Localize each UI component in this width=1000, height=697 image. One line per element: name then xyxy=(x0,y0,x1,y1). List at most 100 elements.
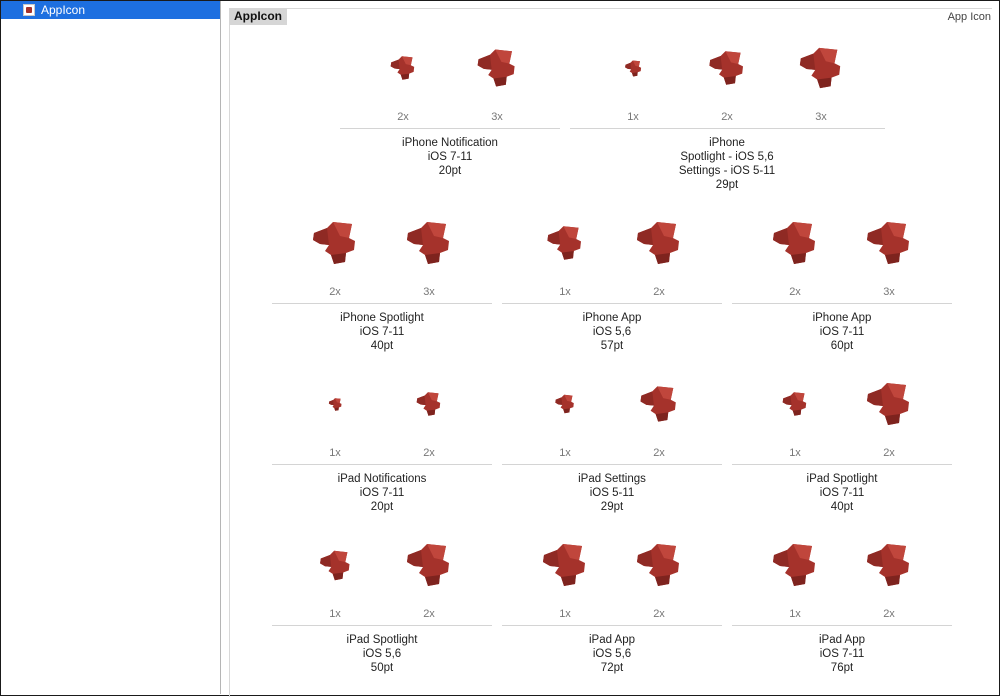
icon-slot[interactable] xyxy=(864,379,914,429)
group-caption: iPhone Spotlight iOS 7-11 40pt xyxy=(272,311,492,353)
set-type-label: App Icon xyxy=(947,11,991,23)
icon-slot[interactable] xyxy=(475,46,519,90)
caption-line: 20pt xyxy=(438,165,462,177)
hammer-bird-icon xyxy=(407,544,449,586)
caption-line: 50pt xyxy=(370,662,394,674)
caption-line: iPhone App xyxy=(812,312,872,324)
caption-line: iPad App xyxy=(818,634,866,646)
icon-slot[interactable] xyxy=(540,540,590,590)
caption-line: iPad App xyxy=(588,634,636,646)
caption-line: 20pt xyxy=(370,501,394,513)
hammer-bird-icon xyxy=(555,394,574,414)
asset-editor xyxy=(229,8,992,697)
icon-slot[interactable] xyxy=(624,59,643,78)
icon-slot[interactable] xyxy=(404,218,454,268)
icon-slot[interactable] xyxy=(318,548,353,583)
group-caption: iPhone Notification iOS 7-11 20pt xyxy=(340,136,560,178)
scale-label: 2x xyxy=(883,608,895,620)
caption-line: iOS 7-11 xyxy=(359,326,405,338)
scale-label: 2x xyxy=(423,447,435,459)
group-separator xyxy=(340,128,560,129)
caption-line: 57pt xyxy=(600,340,624,352)
scale-label: 2x xyxy=(653,286,665,298)
group-separator xyxy=(272,464,492,465)
icon-slot[interactable] xyxy=(707,48,747,88)
caption-line: 29pt xyxy=(715,179,739,191)
scale-label: 2x xyxy=(423,608,435,620)
caption-line: iPhone App xyxy=(582,312,642,324)
group-separator xyxy=(570,128,885,129)
hammer-bird-icon xyxy=(390,56,415,80)
icon-slot[interactable] xyxy=(770,540,820,590)
group-caption: iPad App iOS 7-11 76pt xyxy=(732,633,952,675)
icon-slot[interactable] xyxy=(328,397,343,412)
icon-slot[interactable] xyxy=(634,218,684,268)
icon-slot[interactable] xyxy=(770,218,820,268)
group-separator xyxy=(732,464,952,465)
caption-line: 29pt xyxy=(600,501,624,513)
caption-line: Settings - iOS 5-11 xyxy=(678,165,776,177)
scale-label: 2x xyxy=(653,608,665,620)
set-title: AppIcon xyxy=(229,8,287,25)
group-caption: iPad Settings iOS 5-11 29pt xyxy=(502,472,722,514)
group-caption: iPad Spotlight iOS 7-11 40pt xyxy=(732,472,952,514)
group-caption: iPad App iOS 5,6 72pt xyxy=(502,633,722,675)
scale-label: 3x xyxy=(423,286,435,298)
icon-slot[interactable] xyxy=(864,218,914,268)
scale-label: 3x xyxy=(815,111,827,123)
icon-slot[interactable] xyxy=(415,390,443,418)
caption-line: 40pt xyxy=(370,340,394,352)
caption-line: iOS 7-11 xyxy=(819,326,865,338)
hammer-bird-icon xyxy=(773,544,815,586)
hammer-bird-icon xyxy=(867,544,909,586)
hammer-bird-icon xyxy=(799,47,841,89)
hammer-bird-icon xyxy=(328,397,341,411)
hammer-bird-icon xyxy=(782,392,807,416)
icon-slot[interactable] xyxy=(634,540,684,590)
hammer-bird-icon xyxy=(416,392,441,416)
hammer-bird-icon xyxy=(477,49,515,87)
hammer-bird-icon xyxy=(313,222,355,264)
hammer-bird-icon xyxy=(867,222,909,264)
group-separator xyxy=(732,303,952,304)
hammer-bird-icon xyxy=(319,550,349,580)
icon-slot[interactable] xyxy=(797,44,845,92)
group-separator xyxy=(272,303,492,304)
hammer-bird-icon xyxy=(637,544,679,586)
group-caption: iPhone App iOS 5,6 57pt xyxy=(502,311,722,353)
icon-slot[interactable] xyxy=(389,54,417,82)
hammer-bird-icon xyxy=(709,51,743,85)
icon-slot[interactable] xyxy=(545,223,585,263)
caption-line: iPhone Spotlight xyxy=(340,312,424,324)
icon-slot[interactable] xyxy=(638,383,680,425)
icon-slot[interactable] xyxy=(554,393,576,415)
icon-slot[interactable] xyxy=(310,218,360,268)
caption-line: iPad Notifications xyxy=(337,473,427,485)
scale-label: 1x xyxy=(789,447,801,459)
scale-label: 2x xyxy=(883,447,895,459)
hammer-bird-icon xyxy=(637,222,679,264)
icon-slot[interactable] xyxy=(864,540,914,590)
sidebar-item-appicon[interactable]: AppIcon xyxy=(1,1,220,19)
app-icon-set-icon xyxy=(23,4,35,16)
caption-line: Spotlight - iOS 5,6 xyxy=(680,151,774,163)
scale-label: 1x xyxy=(329,447,341,459)
hammer-bird-icon xyxy=(640,386,676,422)
scale-label: 2x xyxy=(789,286,801,298)
icon-slot[interactable] xyxy=(404,540,454,590)
caption-line: iPad Settings xyxy=(578,473,646,485)
group-caption: iPhone Spotlight - iOS 5,6 Settings - iOS … xyxy=(617,136,837,192)
group-separator xyxy=(502,303,722,304)
scale-label: 1x xyxy=(329,608,341,620)
scale-label: 2x xyxy=(329,286,341,298)
scale-label: 2x xyxy=(397,111,409,123)
icon-slot[interactable] xyxy=(781,390,809,418)
sidebar-item-label: AppIcon xyxy=(41,3,86,17)
asset-sidebar: AppIcon xyxy=(1,1,221,694)
hammer-bird-icon xyxy=(407,222,449,264)
scale-label: 1x xyxy=(559,447,571,459)
scale-label: 1x xyxy=(559,608,571,620)
group-caption: iPad Spotlight iOS 5,6 50pt xyxy=(272,633,492,675)
scale-label: 2x xyxy=(721,111,733,123)
scale-label: 1x xyxy=(559,286,571,298)
